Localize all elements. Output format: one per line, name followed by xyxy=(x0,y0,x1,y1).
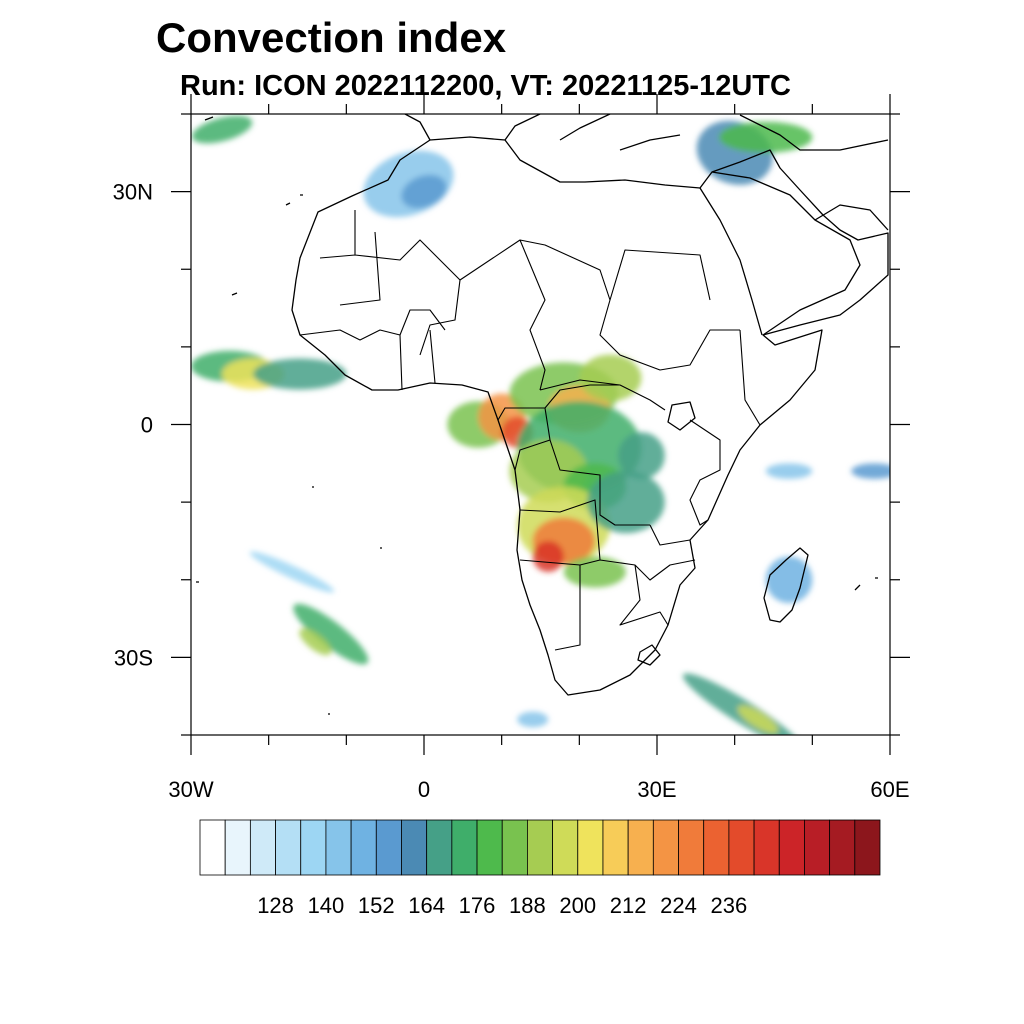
colorbar-swatch xyxy=(602,819,629,876)
convection-cell xyxy=(253,358,347,390)
convection-cell xyxy=(532,540,564,572)
colorbar-swatch xyxy=(401,819,428,876)
convection-cell xyxy=(517,711,549,728)
convection-cell xyxy=(851,463,890,479)
colorbar-label: 188 xyxy=(509,893,546,918)
coastlines-and-borders xyxy=(196,114,889,715)
islands xyxy=(196,116,878,715)
convection-cell xyxy=(191,115,253,144)
colorbar-label: 152 xyxy=(358,893,395,918)
lon-tick-label: 30W xyxy=(168,777,213,802)
colorbar-swatch xyxy=(652,819,679,876)
map-title: Convection index xyxy=(156,14,507,61)
convection-cell xyxy=(299,628,332,656)
lesotho-border xyxy=(637,644,661,666)
colorbar-swatch xyxy=(829,819,856,876)
colorbar-swatch xyxy=(275,819,302,876)
convection-cell xyxy=(587,471,665,534)
colorbar-label: 212 xyxy=(610,893,647,918)
madagascar-coastline xyxy=(763,547,809,623)
colorbar-swatch xyxy=(426,819,453,876)
colorbar-label: 176 xyxy=(459,893,496,918)
axis-tick-labels: 30N 0 30S 30W 0 30E 60E xyxy=(113,180,910,802)
convection-cell xyxy=(249,551,335,593)
colorbar-swatch xyxy=(527,819,553,876)
colorbar-swatch xyxy=(728,819,755,876)
lat-tick-label: 30S xyxy=(114,645,153,670)
colorbar-label: 128 xyxy=(257,893,294,918)
colorbar-swatch xyxy=(476,819,503,876)
convection-cell xyxy=(293,603,369,665)
colorbar-swatch xyxy=(627,819,654,876)
colorbar-swatch xyxy=(350,819,377,876)
colorbar-label: 236 xyxy=(711,893,748,918)
colorbar-swatch xyxy=(199,819,226,876)
country-borders xyxy=(299,210,761,651)
lon-tick-label: 60E xyxy=(870,777,909,802)
colorbar-swatch xyxy=(501,819,528,876)
colorbar-swatch xyxy=(451,819,478,876)
colorbar xyxy=(199,819,881,876)
convection-cell xyxy=(401,175,447,209)
map-subtitle: Run: ICON 2022112200, VT: 20221125-12UTC xyxy=(180,70,791,102)
colorbar-swatch xyxy=(753,819,780,876)
colorbar-swatch xyxy=(678,819,705,876)
colorbar-label: 140 xyxy=(308,893,345,918)
lat-tick-label: 30N xyxy=(113,180,153,205)
colorbar-swatch xyxy=(325,819,352,876)
arabia-coastline xyxy=(711,171,861,336)
convection-cell xyxy=(579,354,642,402)
colorbar-swatch xyxy=(552,819,579,876)
convection-cell xyxy=(737,705,779,734)
colorbar-swatch xyxy=(300,819,327,876)
colorbar-swatch xyxy=(375,819,402,876)
colorbar-swatch xyxy=(703,819,730,876)
convection-cell xyxy=(765,463,813,479)
colorbar-label: 200 xyxy=(559,893,596,918)
lat-tick-label: 0 xyxy=(141,413,153,438)
colorbar-swatch xyxy=(778,819,805,876)
axis-ticks xyxy=(171,94,910,755)
lake-victoria xyxy=(667,401,696,431)
europe-coastline xyxy=(404,114,889,151)
colorbar-swatch xyxy=(577,819,604,876)
lon-tick-label: 0 xyxy=(418,777,430,802)
colorbar-labels: 128 140 152 164 176 188 200 212 224 236 xyxy=(257,893,747,918)
red-sea-coast xyxy=(699,187,763,336)
africa-coastline xyxy=(291,136,889,696)
convection-cell xyxy=(618,432,665,479)
colorbar-label: 164 xyxy=(408,893,445,918)
lon-tick-label: 30E xyxy=(637,777,676,802)
convection-cell xyxy=(563,556,626,588)
colorbar-swatch xyxy=(854,819,881,876)
convection-cell xyxy=(719,121,813,153)
colorbar-swatch xyxy=(224,819,251,876)
persian-gulf-coast xyxy=(814,204,889,231)
colorbar-swatch xyxy=(804,819,831,876)
colorbar-label: 224 xyxy=(660,893,697,918)
colorbar-swatch xyxy=(249,819,276,876)
convection-field xyxy=(191,115,890,735)
